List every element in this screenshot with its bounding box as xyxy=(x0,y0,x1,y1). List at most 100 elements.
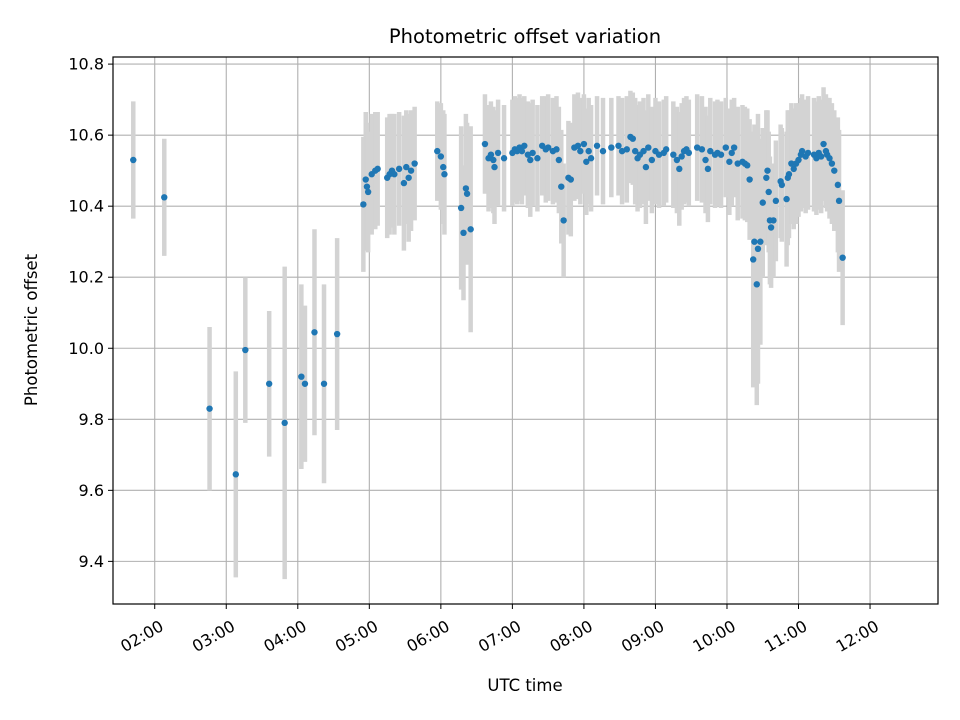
data-point xyxy=(648,156,656,164)
y-tick-label: 10.4 xyxy=(68,197,104,216)
data-point xyxy=(751,238,758,245)
data-point xyxy=(463,190,471,197)
y-axis-label: Photometric offset xyxy=(22,253,41,406)
data-point xyxy=(717,151,725,158)
data-point xyxy=(730,144,738,151)
data-point xyxy=(772,197,780,205)
data-point xyxy=(599,147,607,155)
data-point xyxy=(333,330,341,338)
data-point xyxy=(400,179,408,187)
data-point xyxy=(374,165,381,173)
data-point xyxy=(555,156,563,164)
data-point xyxy=(783,195,790,203)
data-point xyxy=(580,140,588,148)
data-point xyxy=(759,199,766,206)
y-tick-label: 10.8 xyxy=(68,55,104,74)
data-point xyxy=(788,160,795,167)
data-point xyxy=(265,380,273,387)
data-point xyxy=(608,144,615,151)
data-point xyxy=(593,142,601,149)
data-point xyxy=(500,155,508,162)
data-point xyxy=(462,185,470,192)
data-point xyxy=(301,380,309,387)
data-point xyxy=(804,149,812,157)
data-point xyxy=(298,373,305,380)
data-point xyxy=(574,142,582,149)
data-point xyxy=(704,165,712,173)
data-point xyxy=(437,153,445,160)
data-point xyxy=(560,217,567,224)
data-point xyxy=(518,147,526,155)
data-point xyxy=(631,147,639,155)
data-point xyxy=(702,156,709,164)
data-point xyxy=(490,156,497,164)
data-point xyxy=(232,471,239,478)
data-point xyxy=(670,151,677,158)
data-point xyxy=(411,160,418,167)
data-point xyxy=(407,167,415,174)
data-point xyxy=(615,142,622,149)
data-point xyxy=(434,147,441,155)
data-point xyxy=(750,256,757,263)
y-tick-label: 10.0 xyxy=(68,339,104,358)
data-point xyxy=(726,158,733,165)
data-point xyxy=(529,149,536,157)
data-point xyxy=(746,176,753,183)
data-point xyxy=(521,142,528,149)
data-point xyxy=(311,329,318,336)
data-point xyxy=(685,149,693,157)
data-point xyxy=(242,346,249,354)
data-point xyxy=(698,146,706,153)
data-point xyxy=(839,254,846,261)
y-tick-label: 9.8 xyxy=(79,410,104,429)
data-point xyxy=(481,140,489,148)
data-point xyxy=(460,229,467,237)
data-point xyxy=(206,405,213,412)
data-point xyxy=(820,140,827,148)
data-point xyxy=(770,217,777,224)
y-tick-label: 9.4 xyxy=(79,552,104,571)
data-point xyxy=(778,181,786,189)
plot-frame xyxy=(112,56,939,605)
data-point xyxy=(494,149,502,157)
data-point xyxy=(642,163,650,171)
x-axis-label: UTC time xyxy=(487,676,562,695)
data-points xyxy=(130,133,846,478)
data-point xyxy=(623,146,631,153)
data-point xyxy=(544,144,552,151)
data-point xyxy=(403,163,410,171)
y-tick-label: 10.6 xyxy=(68,126,104,145)
data-point xyxy=(757,238,764,245)
data-point xyxy=(558,183,565,190)
data-point xyxy=(527,156,534,164)
data-point xyxy=(765,188,772,196)
data-point xyxy=(441,171,448,178)
data-point xyxy=(744,162,751,169)
data-point xyxy=(587,155,595,162)
y-axis: 9.4 9.6 9.8 10.0 10.2 10.4 10.6 10.8 xyxy=(68,55,113,571)
data-point xyxy=(467,226,474,233)
y-tick-label: 9.6 xyxy=(79,481,104,500)
data-point xyxy=(281,419,288,427)
data-point xyxy=(161,194,168,201)
data-point xyxy=(440,163,447,171)
data-point xyxy=(785,171,793,178)
data-point xyxy=(577,147,584,155)
data-point xyxy=(391,171,398,178)
data-point xyxy=(798,147,806,155)
data-point xyxy=(828,160,836,167)
data-point xyxy=(763,174,770,181)
data-point xyxy=(753,281,760,288)
data-point xyxy=(491,163,498,171)
data-point xyxy=(722,144,729,151)
data-point xyxy=(645,144,652,151)
data-point xyxy=(673,156,681,164)
data-point xyxy=(130,156,137,164)
data-point xyxy=(457,204,465,212)
y-tick-label: 10.2 xyxy=(68,268,104,287)
data-point xyxy=(534,155,541,162)
data-point xyxy=(728,149,735,157)
data-point xyxy=(826,155,833,162)
data-point xyxy=(320,380,328,387)
